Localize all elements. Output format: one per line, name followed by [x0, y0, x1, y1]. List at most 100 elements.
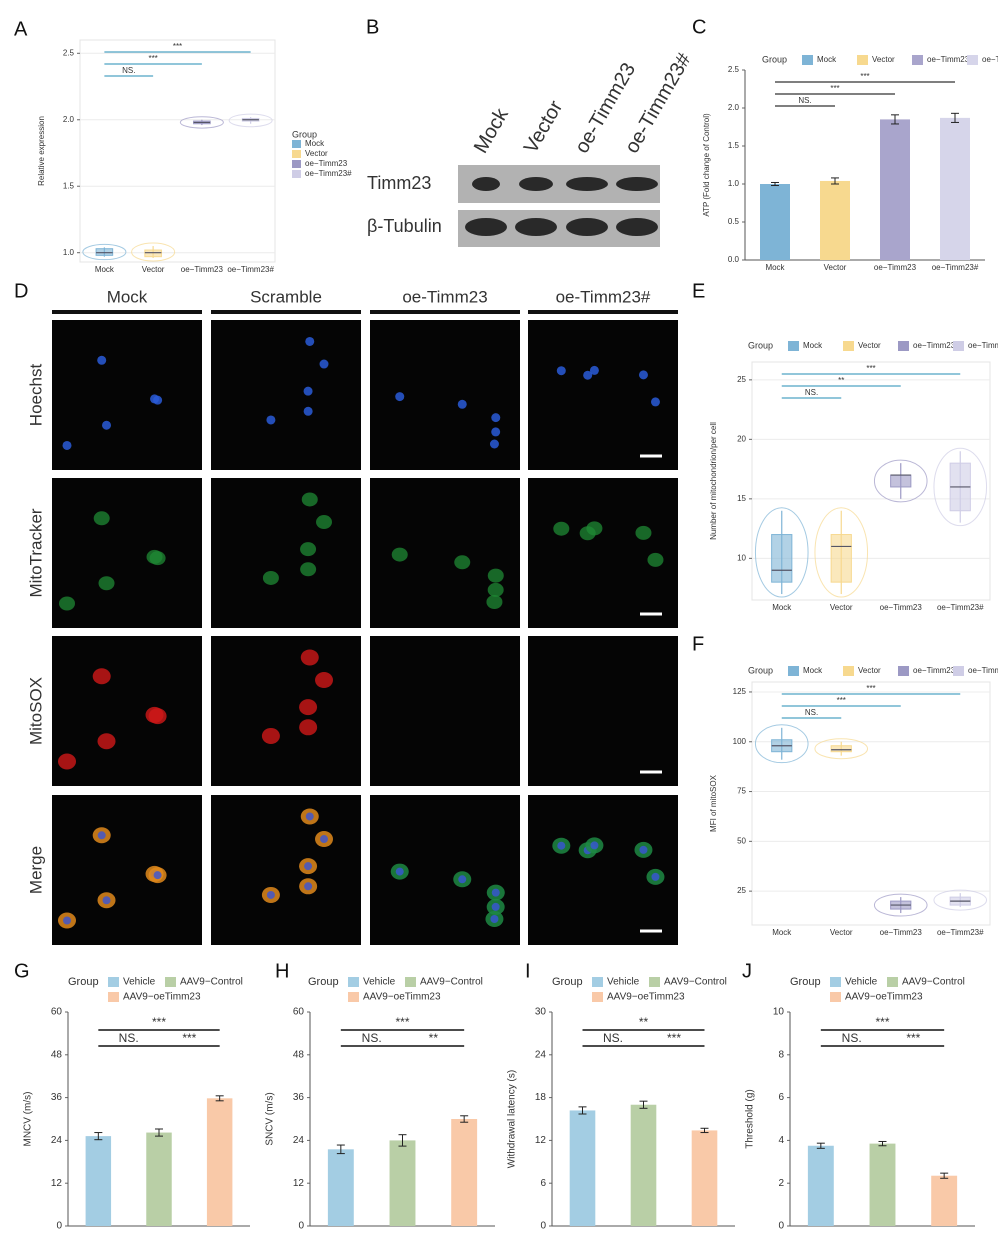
- y-axis-label: Threshold (g): [745, 1089, 756, 1148]
- group-header: Scramble: [250, 287, 322, 306]
- legend-title: Group: [748, 665, 773, 675]
- violin: [82, 243, 127, 261]
- blot-band: [566, 218, 608, 236]
- legend-swatch: [898, 666, 909, 676]
- cell: [299, 719, 318, 736]
- panel-label: H: [275, 960, 289, 982]
- plot-panel: [751, 681, 991, 926]
- cell: [300, 542, 317, 557]
- cell: [98, 576, 115, 591]
- bar: [146, 1132, 172, 1226]
- bar: [569, 1110, 596, 1226]
- y-tick-label: 0: [56, 1221, 62, 1232]
- nucleus: [490, 915, 499, 924]
- nucleus: [489, 439, 499, 449]
- y-tick-label: 48: [51, 1049, 63, 1060]
- nucleus: [590, 841, 599, 850]
- legend-swatch: [912, 55, 923, 65]
- cell: [299, 699, 318, 716]
- x-tick-label: oe−Timm23: [880, 603, 923, 612]
- stain-label: Merge: [26, 846, 45, 894]
- y-tick-label: 30: [535, 1007, 547, 1018]
- bar: [869, 1143, 896, 1226]
- cell: [487, 582, 504, 597]
- legend-swatch: [967, 55, 978, 65]
- nucleus: [266, 890, 275, 899]
- violin: [131, 242, 176, 262]
- legend-label: Vector: [858, 341, 881, 350]
- legend-swatch: [887, 977, 898, 987]
- y-axis-label: SNCV (m/s): [265, 1092, 276, 1145]
- legend-label: AAV9−oeTimm23: [607, 992, 685, 1003]
- protein-label: β-Tubulin: [367, 216, 442, 236]
- violin: [873, 893, 928, 917]
- significance-label: NS.: [119, 1031, 139, 1045]
- cell: [262, 570, 279, 585]
- significance-label: NS.: [798, 96, 811, 105]
- header-bar: [211, 310, 361, 314]
- significance-label: NS.: [842, 1031, 862, 1045]
- y-tick-label: 60: [293, 1007, 305, 1018]
- significance-label: ***: [182, 1031, 196, 1045]
- y-tick-label: 0: [540, 1221, 546, 1232]
- x-tick-label: Mock: [95, 265, 115, 274]
- legend-label: oe−Timm23#: [305, 169, 352, 178]
- micrograph: [52, 795, 202, 945]
- x-tick-label: oe−Timm23: [874, 263, 917, 272]
- legend-title: Group: [68, 976, 99, 988]
- significance-label: ***: [148, 54, 157, 63]
- bar: [389, 1140, 416, 1226]
- legend-swatch: [592, 992, 603, 1002]
- y-tick-label: 25: [737, 375, 746, 384]
- legend-swatch: [649, 977, 660, 987]
- violin: [873, 459, 928, 503]
- y-tick-label: 18: [535, 1092, 547, 1103]
- x-tick-label: Vector: [824, 263, 847, 272]
- legend-swatch: [857, 55, 868, 65]
- legend-label: Vehicle: [363, 977, 396, 988]
- y-tick-label: 6: [540, 1178, 546, 1189]
- plot-panel: [79, 39, 276, 263]
- y-tick-label: 2.0: [63, 115, 75, 124]
- violin: [933, 447, 988, 527]
- cell: [454, 555, 471, 570]
- y-tick-label: 100: [733, 737, 747, 746]
- y-tick-label: 20: [737, 434, 746, 443]
- nucleus: [63, 916, 72, 925]
- y-tick-label: 24: [535, 1049, 547, 1060]
- protein-label: Timm23: [367, 173, 431, 193]
- nucleus: [491, 427, 501, 437]
- nucleus: [557, 841, 566, 850]
- nucleus: [102, 420, 112, 430]
- stain-label: MitoSOX: [26, 677, 45, 745]
- x-tick-label: Mock: [772, 928, 792, 937]
- panel-label: C: [692, 16, 706, 38]
- cell: [315, 672, 334, 689]
- legend-swatch: [843, 341, 854, 351]
- y-tick-label: 12: [51, 1178, 63, 1189]
- bar: [931, 1175, 958, 1226]
- x-tick-label: Vector: [830, 928, 853, 937]
- nucleus: [97, 831, 106, 840]
- legend-swatch: [348, 992, 359, 1002]
- nucleus: [303, 406, 313, 416]
- legend-swatch: [108, 992, 119, 1002]
- legend-swatch: [788, 341, 799, 351]
- nucleus: [266, 415, 276, 425]
- legend-label: oe−Timm23: [913, 341, 956, 350]
- cell: [647, 552, 664, 567]
- micrograph: [370, 320, 520, 470]
- legend-swatch: [953, 666, 964, 676]
- y-tick-label: 12: [535, 1135, 547, 1146]
- y-tick-label: 0.5: [728, 217, 740, 226]
- nucleus: [320, 835, 329, 844]
- y-axis-label: MNCV (m/s): [23, 1092, 34, 1147]
- legend-label: oe−Timm23: [913, 666, 956, 675]
- legend-swatch: [592, 977, 603, 987]
- nucleus: [304, 882, 313, 891]
- micrograph: [52, 636, 202, 786]
- y-tick-label: 0: [778, 1221, 784, 1232]
- bar: [807, 1145, 834, 1226]
- nucleus: [305, 336, 315, 346]
